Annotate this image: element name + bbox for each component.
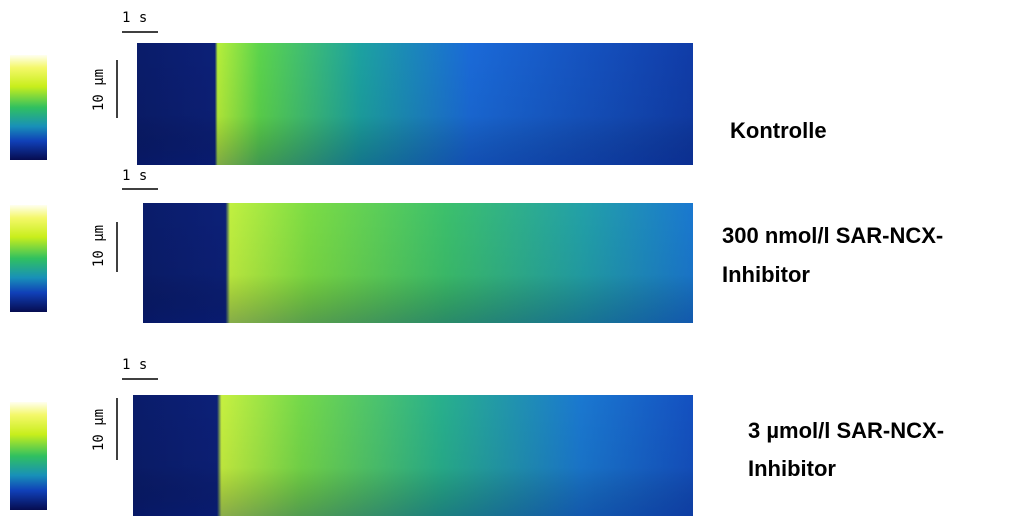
time-scale-label: 1 s — [122, 168, 147, 184]
condition-label: 300 nmol/l SAR-NCX- — [722, 223, 943, 248]
space-scale-label: 10 µm — [91, 409, 107, 451]
space-scale-label: 10 µm — [91, 225, 107, 267]
image-shading — [133, 395, 693, 516]
panel: 1 s 10 µm Kontrolle — [10, 10, 827, 165]
image-shading — [137, 43, 693, 165]
condition-label: Inhibitor — [722, 262, 810, 287]
color-bar — [10, 205, 47, 312]
space-scale-label: 10 µm — [91, 69, 107, 111]
color-bar — [10, 55, 47, 160]
panel: 1 s 10 µm 3 µmol/l SAR-NCX- Inhibitor — [10, 357, 944, 516]
image-shading — [143, 203, 693, 323]
figure: 1 s 10 µm Kontrolle 1 s 10 µm 300 nmol/l… — [0, 0, 1034, 516]
color-bar — [10, 402, 47, 510]
condition-label: Kontrolle — [730, 118, 827, 143]
condition-label: Inhibitor — [748, 456, 836, 481]
condition-label: 3 µmol/l SAR-NCX- — [748, 418, 944, 443]
time-scale-label: 1 s — [122, 10, 147, 26]
panel: 1 s 10 µm 300 nmol/l SAR-NCX- Inhibitor — [10, 168, 943, 323]
time-scale-label: 1 s — [122, 357, 147, 373]
